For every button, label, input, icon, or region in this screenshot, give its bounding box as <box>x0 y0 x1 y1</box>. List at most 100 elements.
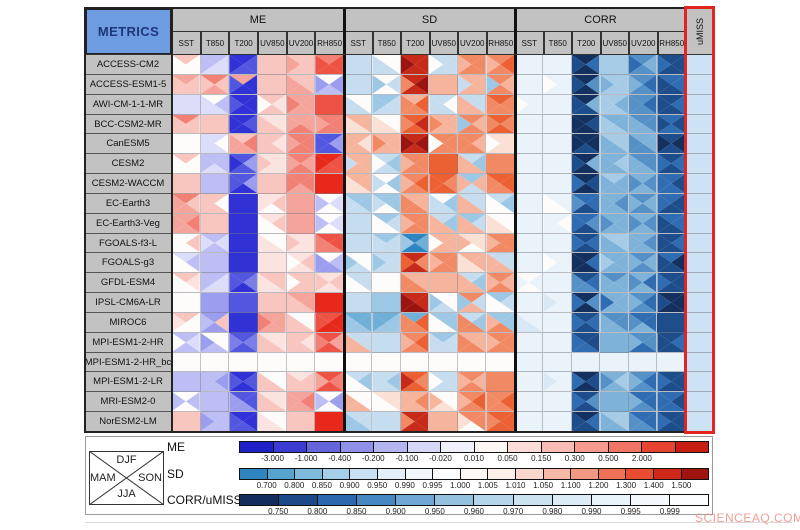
season-triangle <box>600 372 628 382</box>
legend-row-label: ME <box>167 440 185 454</box>
heatmap-cell <box>457 372 487 392</box>
season-triangle <box>286 115 315 124</box>
heatmap-cell <box>600 115 629 134</box>
heatmap-cell <box>343 392 373 412</box>
season-triangle <box>628 243 657 252</box>
heatmap-cell <box>571 214 601 234</box>
heatmap-cell <box>457 412 487 432</box>
season-triangle <box>600 293 628 303</box>
season-triangle <box>343 262 372 272</box>
season-triangle <box>657 223 685 233</box>
me-sd-separator <box>343 8 346 432</box>
season-triangle <box>600 154 628 164</box>
variable-header: UV850 <box>257 32 287 55</box>
season-triangle <box>286 64 315 74</box>
heatmap-cell <box>315 412 344 432</box>
colorbar-segment <box>629 495 669 505</box>
variable-header: UV850 <box>600 32 629 55</box>
season-triangle <box>628 302 657 312</box>
heatmap-cell <box>685 273 713 293</box>
season-triangle <box>200 154 229 164</box>
heatmap-cell <box>257 253 287 273</box>
season-triangle <box>257 313 286 323</box>
season-triangle <box>343 282 372 292</box>
season-triangle <box>315 203 343 213</box>
heatmap-cell <box>200 95 230 115</box>
heatmap-cell <box>685 115 713 134</box>
season-triangle <box>400 333 429 343</box>
heatmap-cell <box>457 95 487 115</box>
heatmap-cell <box>372 353 401 372</box>
heatmap-cell <box>315 115 344 134</box>
season-triangle <box>286 134 315 144</box>
season-triangle <box>372 84 400 94</box>
season-triangle <box>229 372 257 382</box>
season-triangle <box>486 253 514 263</box>
heatmap-cell <box>457 214 487 234</box>
season-triangle <box>372 203 400 213</box>
season-triangle <box>315 115 343 124</box>
model-row: EC-Earth3 <box>85 194 713 214</box>
season-triangle <box>486 342 514 352</box>
season-triangle <box>343 124 372 133</box>
heatmap-cell <box>400 75 430 95</box>
colorbar-tick-label: 0.900 <box>339 481 360 490</box>
heatmap-cell <box>400 273 430 293</box>
season-triangle <box>486 243 514 252</box>
season-triangle <box>172 342 200 352</box>
heatmap-cell <box>343 75 373 95</box>
heatmap-cell <box>229 313 258 333</box>
season-triangle <box>286 174 315 184</box>
season-triangle <box>257 333 286 343</box>
heatmap-cell <box>514 154 544 174</box>
season-triangle <box>286 75 315 85</box>
colorbar-tick-label: 1.010 <box>505 481 526 490</box>
season-triangle <box>286 154 315 164</box>
season-triangle <box>343 203 372 213</box>
season-triangle <box>429 313 457 323</box>
heatmap-cell <box>685 194 713 214</box>
heatmap-cell <box>657 392 686 412</box>
season-triangle <box>600 143 628 153</box>
heatmap-cell <box>514 353 544 372</box>
season-triangle <box>229 104 257 114</box>
heatmap-cell <box>486 55 515 75</box>
season-triangle <box>457 223 486 233</box>
colorbar-segment <box>240 469 267 479</box>
season-triangle <box>257 322 286 332</box>
colorbar-segment <box>574 442 608 452</box>
season-triangle <box>172 84 200 94</box>
season-triangle <box>429 104 457 114</box>
season-triangle <box>486 302 514 312</box>
season-triangle <box>400 134 429 144</box>
colorbar-tick-label: 0.500 <box>598 454 619 463</box>
season-triangle <box>400 154 429 164</box>
colorbar-segment <box>607 442 641 452</box>
heatmap-cell <box>400 55 430 75</box>
season-triangle <box>628 143 657 153</box>
colorbar-segment <box>317 495 357 505</box>
heatmap-cell <box>343 412 373 432</box>
heatmap-cell <box>229 392 258 412</box>
season-triangle <box>286 95 315 105</box>
column-group-sd: SD SST T850 T200 UV850 UV200 RH850 <box>344 8 515 55</box>
season-triangle <box>571 75 600 85</box>
heatmap-cell <box>429 333 458 353</box>
heatmap-cell <box>543 253 572 273</box>
heatmap-cell <box>571 293 601 313</box>
season-triangle <box>200 372 229 382</box>
group-header-label: CORR <box>515 8 686 32</box>
heatmap-cell <box>315 313 344 333</box>
model-label: IPSL-CM6A-LR <box>85 293 172 313</box>
heatmap-cell <box>372 372 401 392</box>
season-triangle <box>600 302 628 312</box>
model-label: MRI-ESM2-0 <box>85 392 172 412</box>
season-triangle <box>172 64 200 74</box>
season-triangle <box>600 75 628 85</box>
heatmap-cell <box>343 214 373 234</box>
season-triangle <box>372 64 400 74</box>
heatmap-cell <box>685 293 713 313</box>
heatmap-cell <box>543 234 572 253</box>
season-triangle <box>628 203 657 213</box>
colorbar-segment <box>272 442 306 452</box>
